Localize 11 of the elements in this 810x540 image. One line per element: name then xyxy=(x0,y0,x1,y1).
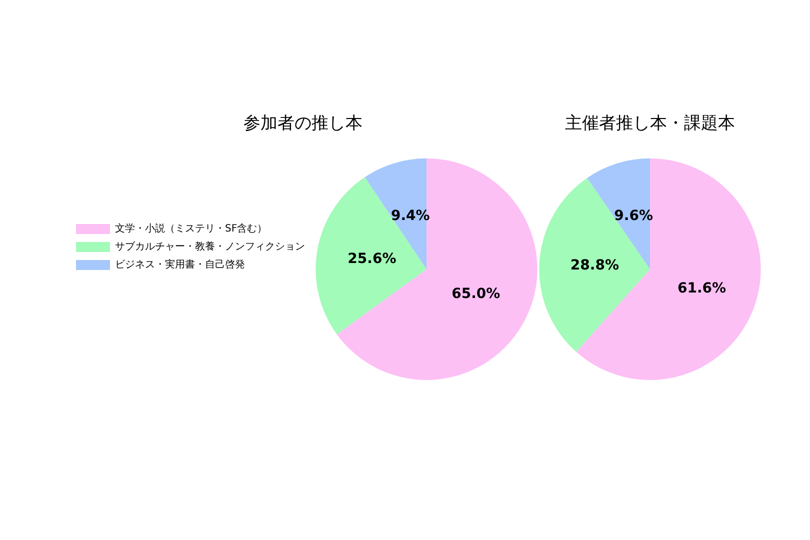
data-label: 9.6% xyxy=(614,208,653,224)
chart-title: 主催者推し本・課題本 xyxy=(565,114,735,134)
data-label: 61.6% xyxy=(677,280,726,297)
data-label: 28.8% xyxy=(570,257,619,274)
legend-label: ビジネス・実用書・自己啓発 xyxy=(115,258,245,271)
data-label: 65.0% xyxy=(452,286,500,302)
data-label: 9.4% xyxy=(390,208,430,224)
legend-label: サブカルチャー・教養・ノンフィクション xyxy=(115,240,305,253)
data-label: 25.6% xyxy=(348,251,396,268)
chart-title: 参加者の推し本 xyxy=(244,114,362,134)
legend-label: 文学・小説（ミステリ・SF含む） xyxy=(115,222,268,235)
